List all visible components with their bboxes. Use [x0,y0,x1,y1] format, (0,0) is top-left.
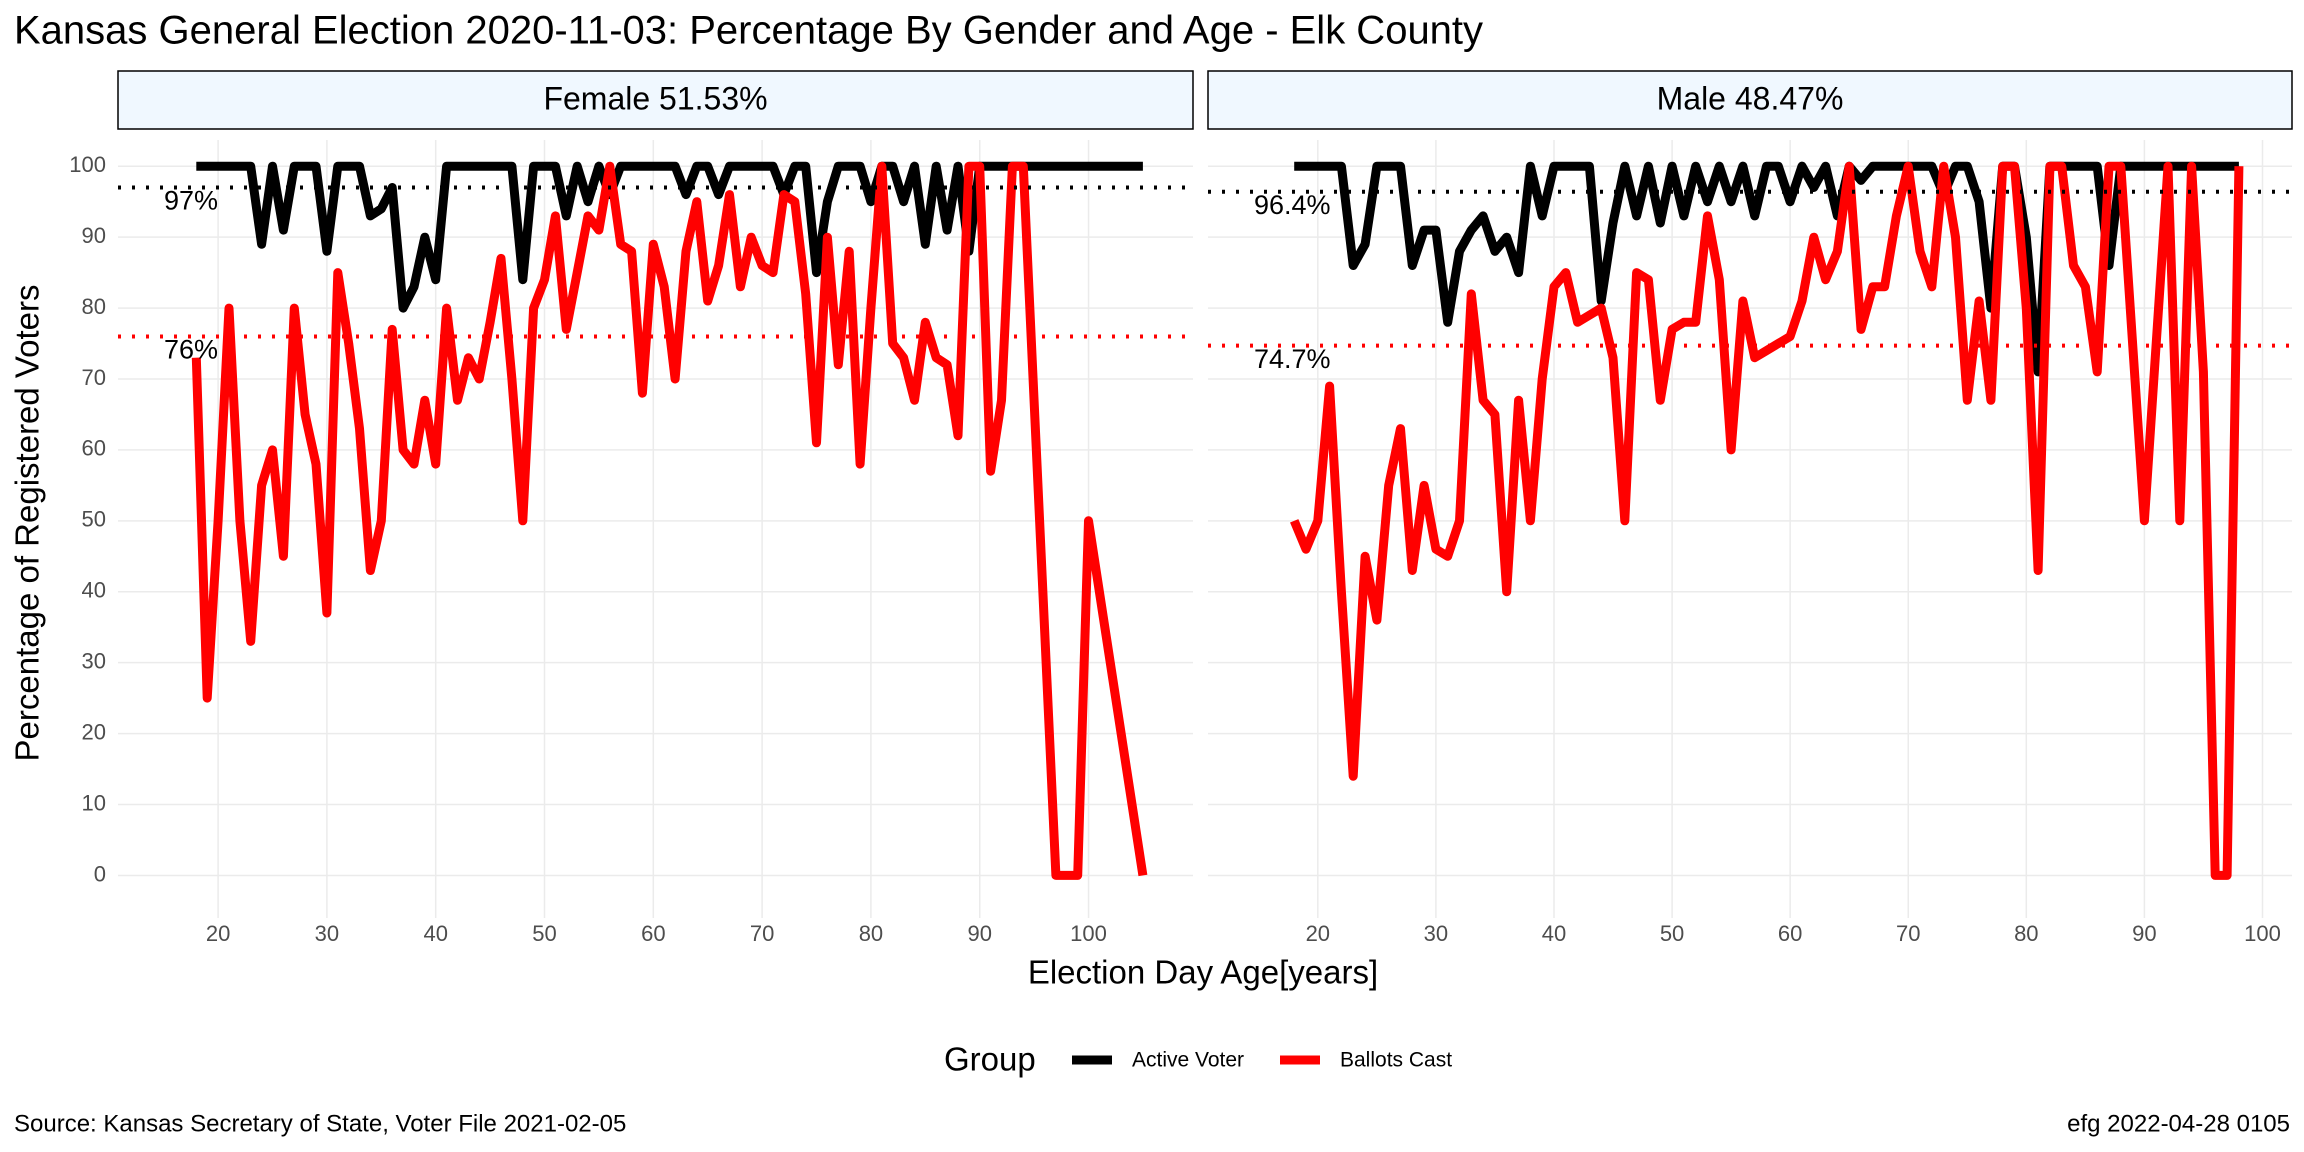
y-tick-label: 100 [69,152,106,177]
y-tick-label: 90 [82,223,106,248]
y-axis-title: Percentage of Registered Voters [9,285,46,762]
facet-strip [1207,70,2293,130]
legend-title: Group [944,1041,1036,1078]
x-tick-label: 100 [2244,921,2281,946]
series-line [191,161,1148,880]
y-tick-label: 20 [82,719,106,744]
x-tick-label: 50 [532,921,556,946]
x-tick-label: 70 [1896,921,1920,946]
caption-source: Source: Kansas Secretary of State, Voter… [14,1110,626,1137]
x-tick-label: 20 [206,921,230,946]
x-tick-label: 100 [1070,921,1107,946]
y-tick-label: 80 [82,294,106,319]
x-tick-label: 20 [1306,921,1330,946]
x-tick-label: 80 [2014,921,2038,946]
legend-label: Active Voter [1132,1049,1244,1072]
x-tick-label: 90 [2132,921,2156,946]
x-tick-label: 40 [423,921,447,946]
x-tick-label: 80 [859,921,883,946]
series-line [1290,161,2244,880]
x-tick-label: 70 [750,921,774,946]
x-tick-label: 30 [315,921,339,946]
reference-label: 96.4% [1254,190,1331,220]
reference-label: 74.7% [1254,344,1331,374]
facet-title: Female 51.53% [543,80,767,116]
x-tick-label: 50 [1660,921,1684,946]
y-tick-label: 40 [82,578,106,603]
x-tick-label: 40 [1542,921,1566,946]
y-tick-label: 70 [82,365,106,390]
legend-label: Ballots Cast [1340,1049,1452,1072]
y-tick-label: 0 [94,861,106,886]
series-line [1294,161,2239,377]
x-tick-label: 90 [967,921,991,946]
facet-title: Male 48.47% [1657,80,1844,116]
reference-label: 97% [164,186,218,216]
x-tick-label: 60 [641,921,665,946]
series-line [196,161,1143,313]
y-tick-label: 10 [82,790,106,815]
x-tick-label: 30 [1424,921,1448,946]
caption-credit: efg 2022-04-28 0105 [2067,1110,2290,1137]
y-tick-label: 60 [82,436,106,461]
facet-strip [117,70,1194,130]
x-tick-label: 60 [1778,921,1802,946]
x-axis-title: Election Day Age[years] [1028,954,1378,991]
y-tick-label: 50 [82,507,106,532]
reference-label: 76% [164,335,218,365]
y-tick-label: 30 [82,648,106,673]
chart-title: Kansas General Election 2020-11-03: Perc… [14,9,1483,53]
